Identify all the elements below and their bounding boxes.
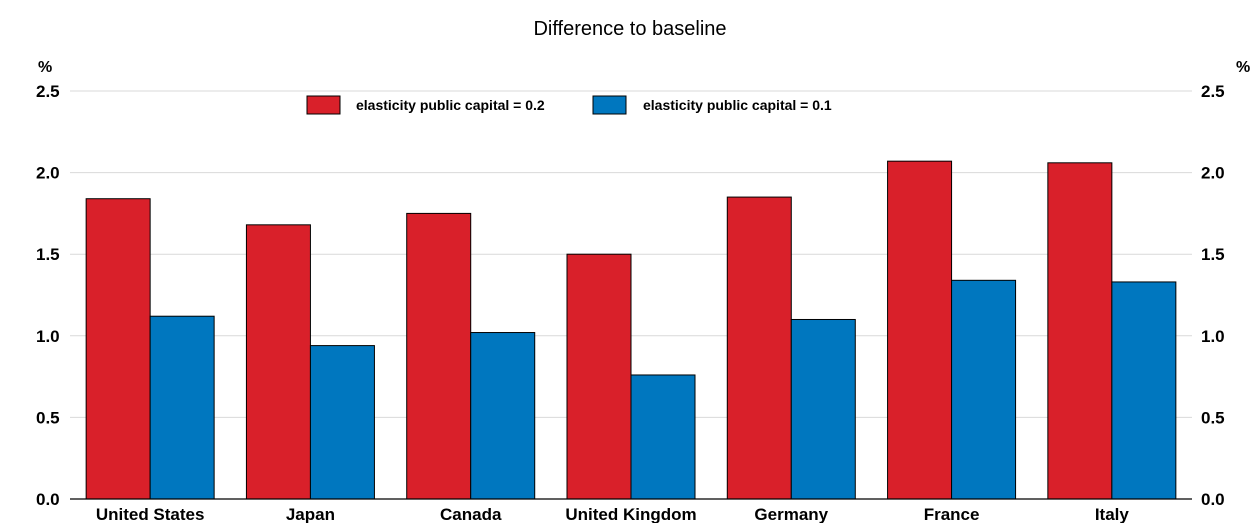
category-labels: United States Japan Canada United Kingdom Ge… — [96, 505, 1130, 523]
bar-elasticity-0-1 — [790, 318, 856, 500]
bar-elasticity-0-1 — [149, 315, 215, 500]
bar-elasticity-0-2 — [726, 196, 792, 500]
y-tick-label-left: 0.0 — [36, 490, 60, 509]
bar-elasticity-0-1 — [951, 279, 1017, 500]
category-label: United States — [96, 505, 205, 523]
y-tick-label-right: 0.5 — [1201, 408, 1225, 427]
y-tick-label-left: 0.5 — [36, 408, 60, 427]
y-tick-label-right: 0.0 — [1201, 490, 1225, 509]
y-tick-label-left: 1.0 — [36, 327, 60, 346]
bar-elasticity-0-1 — [630, 374, 696, 500]
legend-label: elasticity public capital = 0.2 — [356, 97, 545, 113]
y-axis-unit-left: % — [38, 59, 52, 76]
bar-elasticity-0-1 — [309, 345, 375, 500]
y-tick-label-right: 2.0 — [1201, 164, 1225, 183]
legend-swatch — [306, 95, 341, 115]
bar-elasticity-0-2 — [85, 198, 151, 500]
chart-title: Difference to baseline — [533, 18, 726, 40]
bar-elasticity-0-1 — [1111, 281, 1177, 500]
y-tick-label-left: 2.0 — [36, 164, 60, 183]
y-tick-label-left: 2.5 — [36, 82, 60, 101]
category-label: France — [924, 505, 980, 523]
category-label: Italy — [1095, 505, 1130, 523]
bars — [85, 160, 1177, 500]
bar-elasticity-0-2 — [406, 212, 472, 500]
legend: elasticity public capital = 0.2 elasticit… — [306, 95, 832, 115]
y-axis-unit-right: % — [1236, 59, 1250, 76]
bar-elasticity-0-2 — [1047, 162, 1113, 500]
category-label: Canada — [440, 505, 502, 523]
y-tick-label-right: 1.5 — [1201, 245, 1225, 264]
legend-label: elasticity public capital = 0.1 — [643, 97, 832, 113]
category-label: United Kingdom — [565, 505, 696, 523]
category-label: Japan — [286, 505, 335, 523]
bar-elasticity-0-1 — [470, 332, 536, 500]
bar-elasticity-0-2 — [566, 253, 632, 500]
y-tick-label-right: 2.5 — [1201, 82, 1225, 101]
y-tick-label-left: 1.5 — [36, 245, 60, 264]
bar-elasticity-0-2 — [245, 224, 311, 500]
category-label: Germany — [754, 505, 828, 523]
tick-labels: 0.0 0.0 0.5 0.5 1.0 1.0 1.5 1.5 2.0 2.0 2.5 2.5 — [36, 82, 1225, 509]
y-tick-label-right: 1.0 — [1201, 327, 1225, 346]
bar-elasticity-0-2 — [887, 160, 953, 500]
legend-swatch — [592, 95, 627, 115]
